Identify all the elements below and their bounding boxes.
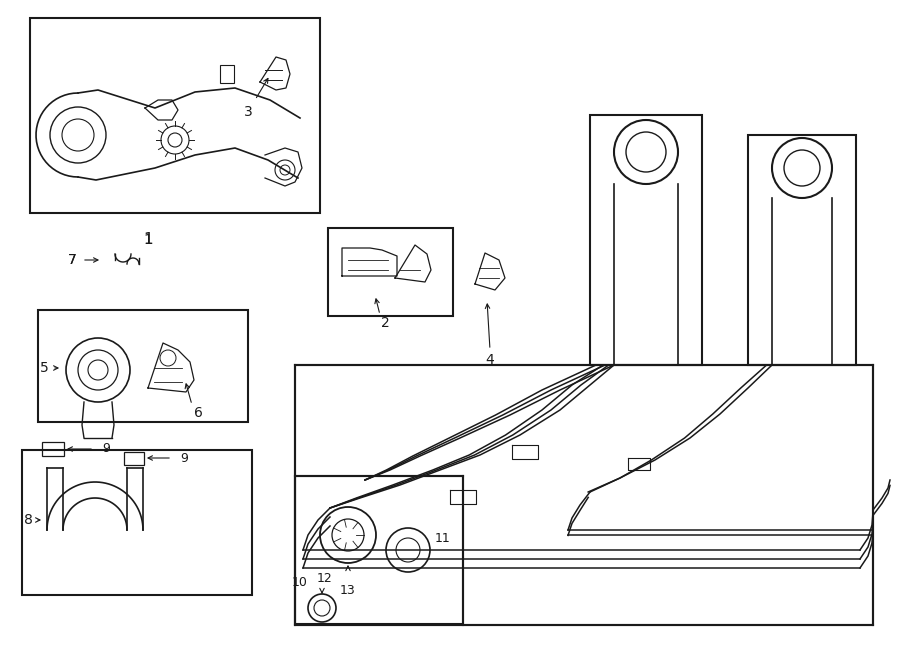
- Text: 9: 9: [102, 442, 110, 455]
- Bar: [295, 365, 873, 625]
- Bar: [748, 135, 856, 365]
- Text: 6: 6: [194, 406, 202, 420]
- Text: 2: 2: [381, 316, 390, 330]
- Bar: [328, 228, 453, 316]
- Text: 11: 11: [435, 531, 451, 545]
- Text: 7: 7: [68, 253, 76, 267]
- Bar: [295, 476, 463, 624]
- Text: 9: 9: [180, 451, 188, 465]
- Bar: [30, 18, 320, 213]
- Text: 3: 3: [244, 105, 252, 119]
- Text: 1: 1: [143, 233, 153, 247]
- Bar: [22, 450, 252, 595]
- Text: 10: 10: [292, 576, 308, 588]
- Text: 13: 13: [340, 584, 356, 596]
- Bar: [220, 65, 234, 83]
- Text: 5: 5: [40, 361, 49, 375]
- Text: 4: 4: [486, 353, 494, 367]
- Bar: [38, 310, 248, 422]
- Text: 1: 1: [144, 233, 152, 247]
- Text: 12: 12: [316, 572, 332, 584]
- Text: 8: 8: [23, 513, 32, 527]
- Bar: [124, 452, 144, 465]
- Bar: [590, 115, 702, 365]
- Text: 7: 7: [68, 253, 76, 267]
- Bar: [42, 442, 64, 456]
